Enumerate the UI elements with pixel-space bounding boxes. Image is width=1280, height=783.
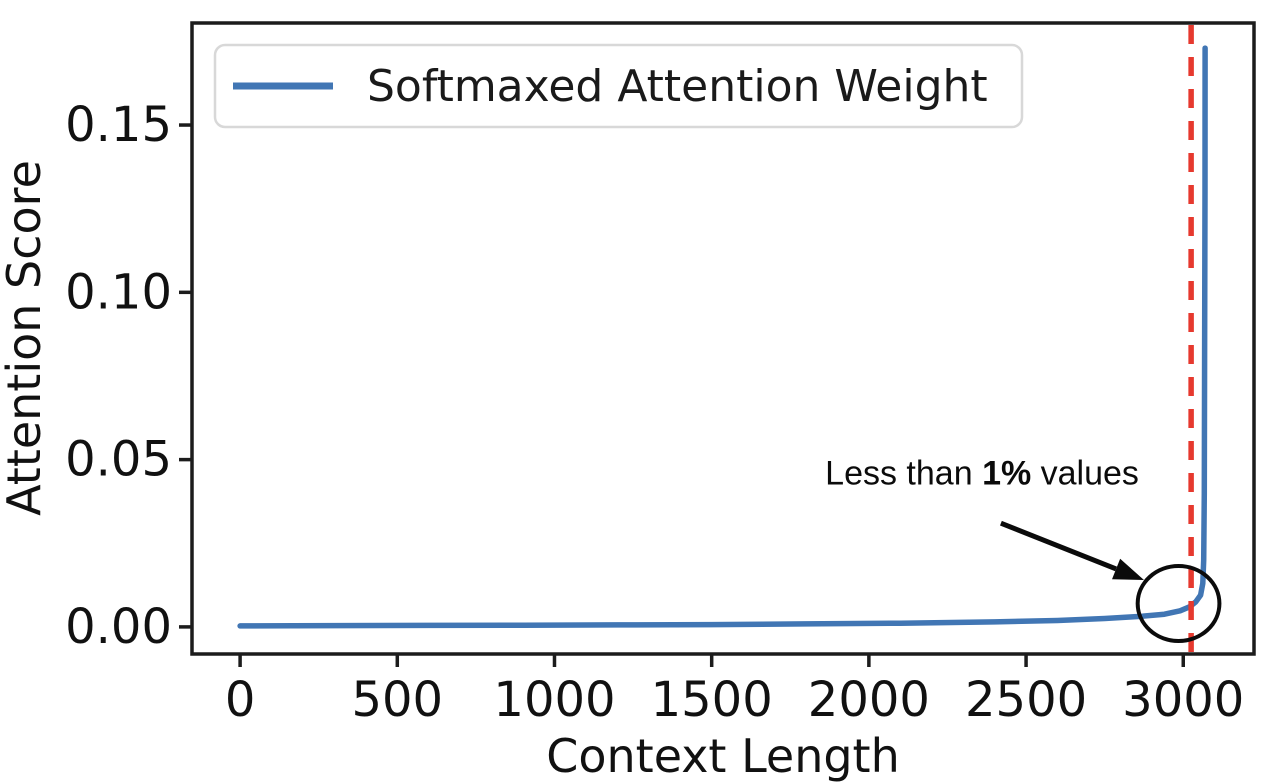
series-group	[237, 45, 1208, 629]
x-tick-label: 1000	[493, 672, 615, 728]
callout-annotation-group: Less than 1% values	[825, 455, 1222, 643]
x-tick-label: 3000	[1122, 672, 1244, 728]
x-axis-label: Context Length	[546, 729, 900, 783]
legend-label: Softmaxed Attention Weight	[367, 61, 988, 112]
x-tick-label: 2500	[965, 672, 1087, 728]
callout-text: Less than 1% values	[825, 455, 1139, 493]
callout-arrow-head	[1112, 558, 1144, 581]
x-tick-label: 2000	[808, 672, 930, 728]
callout-arrow-shaft	[999, 520, 1118, 572]
y-tick-label: 0.10	[65, 264, 172, 320]
x-tick-label: 500	[351, 672, 443, 728]
x-tick-label: 1500	[651, 672, 773, 728]
x-axis-ticks: 0 500 1000 1500 2000 2500 3000	[225, 654, 1244, 728]
attention-curve-line	[237, 45, 1208, 629]
y-tick-label: 0.00	[65, 599, 172, 655]
x-tick-label: 0	[225, 672, 256, 728]
y-tick-label: 0.05	[65, 432, 172, 488]
legend-box	[213, 43, 1024, 129]
plot-border	[190, 21, 1256, 656]
legend: Softmaxed Attention Weight	[213, 43, 1024, 129]
y-tick-label: 0.15	[65, 97, 172, 153]
y-axis-label: Attention Score	[0, 160, 51, 516]
callout-circle	[1135, 564, 1222, 643]
y-axis-ticks: 0.00 0.05 0.10 0.15	[65, 97, 192, 655]
